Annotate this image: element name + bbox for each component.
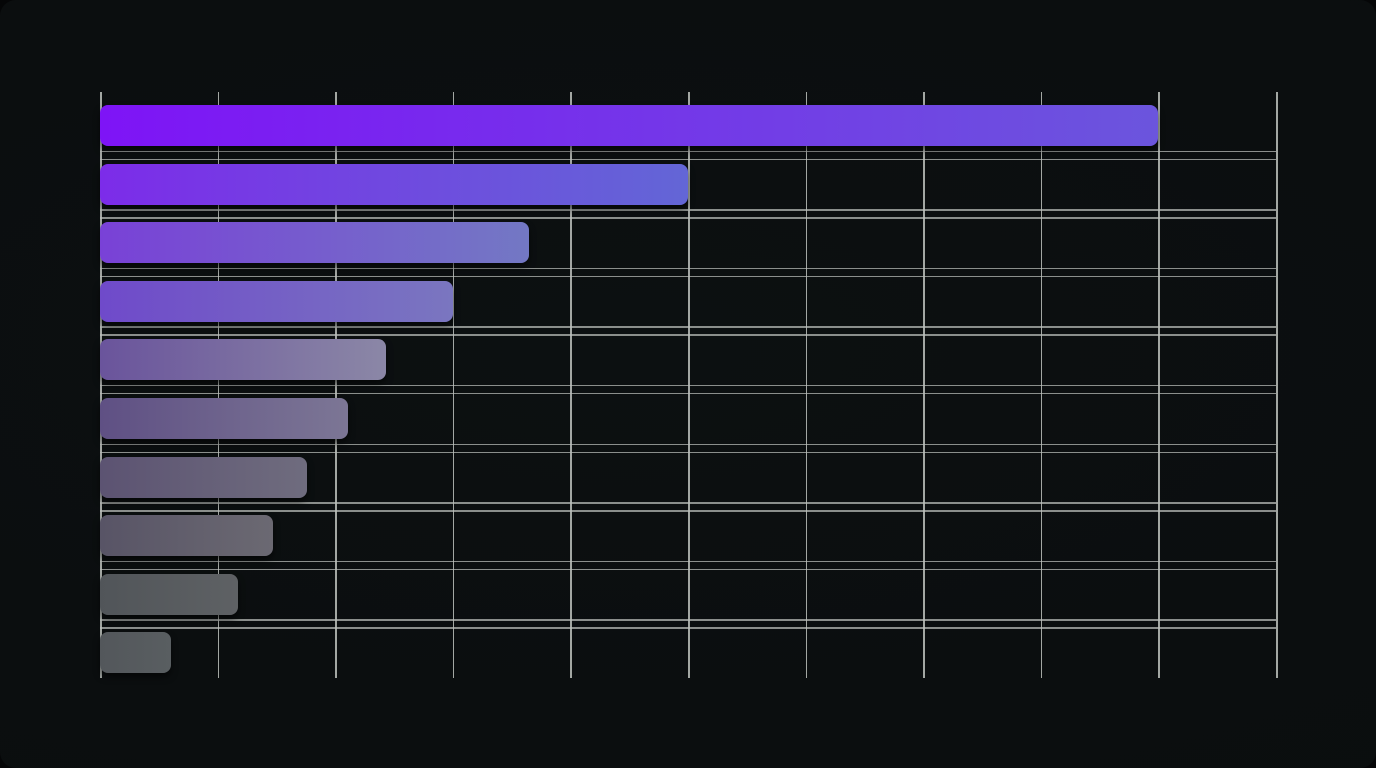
bar-row-9[interactable] <box>100 573 238 615</box>
gridline-horizontal <box>100 150 1276 152</box>
gridline-horizontal <box>100 334 1276 336</box>
bar-row-4[interactable] <box>100 280 453 322</box>
gridline-horizontal <box>100 209 1276 211</box>
gridline-horizontal <box>100 451 1276 453</box>
gridline-horizontal <box>100 275 1276 278</box>
bar-row-7[interactable] <box>100 456 307 498</box>
gridline-horizontal <box>100 158 1276 160</box>
gridline-horizontal <box>100 627 1276 629</box>
bar-row-1[interactable] <box>100 105 1159 146</box>
gridline-horizontal <box>100 502 1276 504</box>
gridline-horizontal <box>100 560 1276 563</box>
gridline-horizontal <box>100 510 1276 512</box>
gridline-horizontal <box>100 217 1276 219</box>
bar-row-3[interactable] <box>100 222 530 264</box>
bar-row-2[interactable] <box>100 163 688 205</box>
gridline-horizontal <box>100 385 1276 387</box>
bar-row-5[interactable] <box>100 339 386 381</box>
bar-row-8[interactable] <box>100 515 273 557</box>
bar-row-6[interactable] <box>100 398 349 439</box>
bar-row-10[interactable] <box>100 632 171 674</box>
gridline-horizontal <box>100 443 1276 445</box>
gridline-horizontal <box>100 267 1276 270</box>
gridline-horizontal <box>100 393 1276 395</box>
gridline-vertical <box>1276 92 1278 678</box>
gridline-horizontal <box>100 619 1276 621</box>
gridline-horizontal <box>100 568 1276 571</box>
gridline-horizontal <box>100 326 1276 328</box>
